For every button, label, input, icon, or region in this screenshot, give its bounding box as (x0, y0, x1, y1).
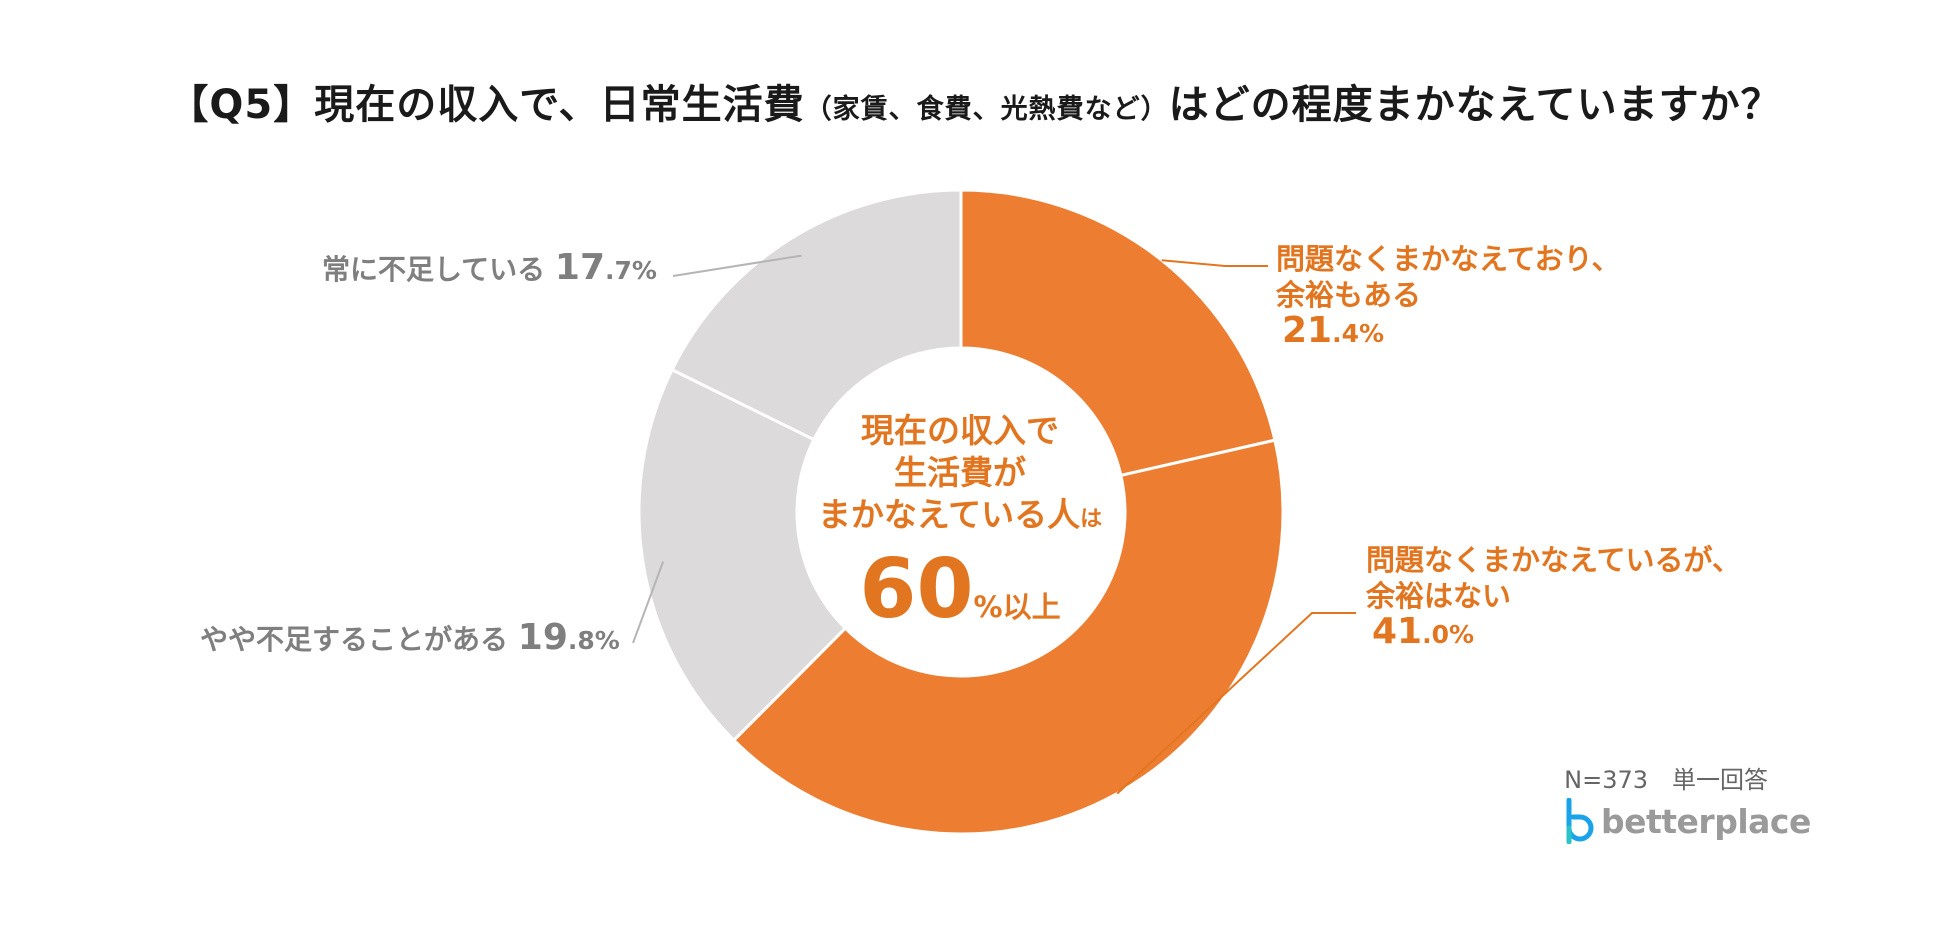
slice-label-3: 常に不足している 17.7% (322, 250, 657, 289)
slice-value-3-int: 17 (554, 247, 606, 288)
leader-line-1 (1116, 612, 1356, 795)
slice-label-2: やや不足することがある 19.8% (200, 620, 620, 659)
donut-slice-2 (637, 367, 848, 743)
slice-value-1-dec: .0% (1422, 620, 1475, 649)
donut-slice-0 (959, 188, 1277, 478)
slice-value-0-int: 21 (1282, 310, 1333, 351)
slice-value-0: 21.4% (1282, 313, 1621, 352)
leader-line-2 (632, 561, 665, 644)
center-line-3-main: まかなえている人 (817, 495, 1081, 534)
slice-label-3-line-0: 常に不足している (322, 253, 546, 286)
slice-value-2-int: 19 (517, 617, 568, 658)
slice-value-1: 41.0% (1372, 614, 1741, 653)
slice-value-2-dec: .8% (567, 626, 620, 655)
brand-logo: betterplace (1563, 798, 1811, 844)
title-main-before: 【Q5】現在の収入で、日常生活費 (168, 82, 805, 128)
slice-label-0-line-1: 余裕もある (1276, 278, 1422, 312)
leader-line-3 (672, 254, 802, 277)
slice-label-0-line-0: 問題なくまかなえており、 (1276, 242, 1621, 276)
slice-value-1-int: 41 (1372, 611, 1423, 652)
leader-lines-group (632, 254, 1356, 795)
donut-slice-3 (670, 188, 963, 442)
slice-label-1: 問題なくまかなえているが、 余裕はない 41.0% (1366, 542, 1741, 653)
donut-slice-1 (731, 438, 1285, 836)
center-line-3-tail: は (1080, 507, 1103, 532)
slice-label-2-line-0: やや不足することがある (200, 623, 509, 656)
sample-size-note: N=373 単一回答 (1564, 766, 1768, 794)
slice-value-3-dec: .7% (605, 256, 657, 285)
title-main-after: はどの程度まかなえていますか？ (1168, 82, 1782, 128)
leader-line-0 (1161, 259, 1268, 267)
chart-title: 【Q5】現在の収入で、日常生活費（家賃、食費、光熱費など）はどの程度まかなえてい… (0, 72, 1950, 130)
betterplace-logo-icon (1566, 798, 1594, 844)
center-big-suffix: %以上 (973, 590, 1061, 624)
center-line-3: まかなえている人は (780, 494, 1140, 541)
title-paren: （家賃、食費、光熱費など） (804, 94, 1169, 125)
slice-value-0-dec: .4% (1332, 319, 1385, 348)
center-line-2: 生活費が (894, 453, 1026, 492)
slice-label-1-line-0: 問題なくまかなえているが、 (1366, 543, 1741, 577)
center-big-row: 60%以上 (780, 549, 1140, 631)
slice-label-1-line-1: 余裕はない (1366, 579, 1512, 613)
logo-text: betterplace (1601, 801, 1811, 841)
donut-center-text: 現在の収入で 生活費が まかなえている人は 60%以上 (780, 410, 1140, 631)
slices-group (637, 188, 1285, 836)
center-big-number: 60 (859, 542, 974, 637)
center-line-1: 現在の収入で (861, 411, 1059, 450)
slice-label-0: 問題なくまかなえており、 余裕もある 21.4% (1276, 241, 1621, 352)
